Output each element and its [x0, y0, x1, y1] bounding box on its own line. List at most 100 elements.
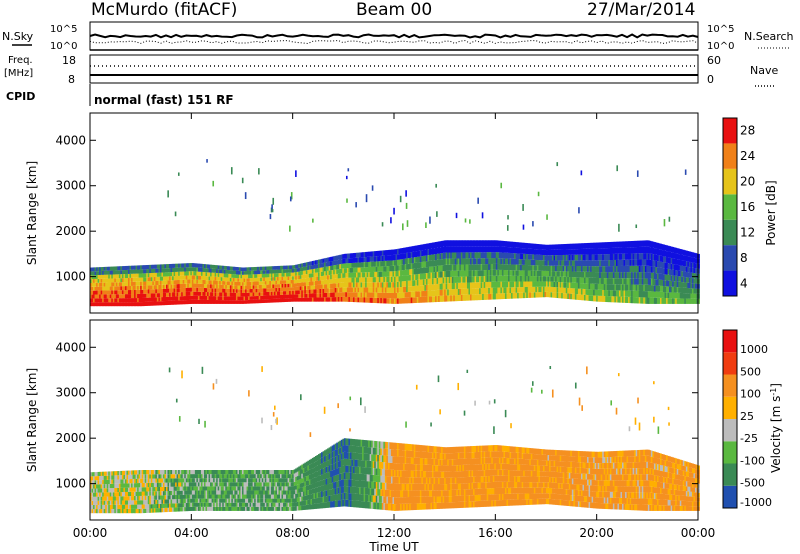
power-cell — [463, 294, 466, 301]
power-cell — [515, 253, 518, 259]
power-cell — [647, 272, 650, 279]
power-cell — [400, 259, 402, 265]
power-cell — [422, 279, 425, 286]
power-cell — [178, 284, 181, 289]
power-cell — [129, 290, 132, 295]
power-cell — [237, 285, 240, 290]
power-cell — [231, 277, 234, 282]
power-cell — [99, 271, 102, 275]
power-cell — [533, 292, 536, 298]
power-cell — [485, 246, 488, 253]
power-cell — [573, 271, 576, 278]
power-cell — [349, 282, 352, 288]
power-cell — [321, 288, 323, 294]
power-cell — [558, 249, 561, 256]
power-cell — [132, 289, 135, 295]
power-cell — [161, 280, 164, 285]
power-cell — [594, 277, 597, 284]
power-cell — [191, 299, 194, 304]
power-cell — [296, 286, 299, 291]
power-cell — [197, 279, 200, 284]
power-cell — [328, 283, 331, 289]
power-cell — [608, 254, 611, 261]
power-cell — [603, 290, 606, 296]
power-cell — [278, 273, 281, 277]
power-cell — [428, 284, 431, 291]
power-cell — [620, 278, 623, 285]
power-cell — [456, 246, 459, 253]
power-cell — [339, 264, 342, 269]
power-cell — [172, 292, 174, 297]
power-cell — [498, 252, 501, 259]
power-cell — [409, 286, 412, 292]
power-cell — [553, 287, 556, 293]
power-cell — [468, 270, 471, 277]
power-cell — [138, 298, 141, 303]
power-cell — [377, 271, 380, 278]
power-cell — [129, 277, 132, 282]
power-cell — [518, 247, 521, 254]
nave-label: Nave — [750, 64, 778, 77]
power-cell — [418, 262, 421, 269]
power-cell — [172, 263, 174, 268]
power-cell — [232, 277, 235, 282]
power-cell — [360, 292, 363, 298]
power-cell — [453, 264, 456, 271]
power-cell — [465, 270, 468, 277]
power-cell — [428, 290, 431, 297]
power-cell — [637, 290, 640, 298]
power-cell — [266, 299, 269, 303]
power-cell — [252, 277, 255, 282]
power-sparse-cell — [405, 202, 408, 209]
power-cell — [339, 287, 342, 293]
power-cell — [655, 291, 658, 298]
power-cell — [97, 298, 100, 303]
power-cell — [158, 289, 161, 294]
power-cell — [219, 269, 222, 274]
power-cell — [134, 281, 136, 286]
power-cell — [590, 242, 592, 249]
power-cell — [435, 254, 437, 261]
power-cell — [541, 292, 544, 298]
power-cell — [608, 260, 611, 267]
power-cell — [307, 297, 310, 302]
power-cell — [150, 273, 153, 278]
power-cell — [625, 247, 627, 254]
power-cell — [152, 293, 155, 298]
power-cell — [196, 299, 199, 304]
power-cell — [381, 266, 384, 272]
power-cell — [450, 240, 453, 247]
power-cell — [527, 292, 530, 298]
power-cell — [120, 270, 123, 275]
power-cell — [511, 281, 513, 288]
power-cell — [243, 267, 246, 272]
power-cell — [369, 277, 372, 283]
power-cell — [260, 288, 263, 293]
power-cell — [473, 282, 475, 289]
power-cell — [448, 276, 451, 284]
power-sparse-cell — [477, 197, 479, 204]
power-cell — [214, 272, 217, 277]
power-cell — [217, 280, 220, 285]
power-cell — [476, 246, 478, 253]
power-cell — [286, 265, 288, 270]
power-cell — [503, 281, 506, 288]
power-cell — [322, 293, 325, 298]
power-heatmap — [90, 159, 700, 307]
power-cell — [453, 240, 456, 247]
power-cell — [553, 265, 556, 272]
power-cell — [532, 249, 535, 255]
power-cell — [331, 288, 334, 293]
power-cell — [308, 293, 311, 298]
power-cell — [459, 270, 462, 277]
power-cell — [197, 271, 200, 276]
power-cell — [210, 272, 212, 277]
power-cell — [656, 285, 659, 292]
power-cell — [235, 285, 238, 290]
power-cell — [141, 281, 144, 286]
power-cell — [147, 273, 150, 278]
power-cell — [529, 281, 532, 287]
power-cell — [298, 290, 301, 295]
power-cell — [585, 283, 588, 290]
power-cell — [529, 259, 532, 266]
